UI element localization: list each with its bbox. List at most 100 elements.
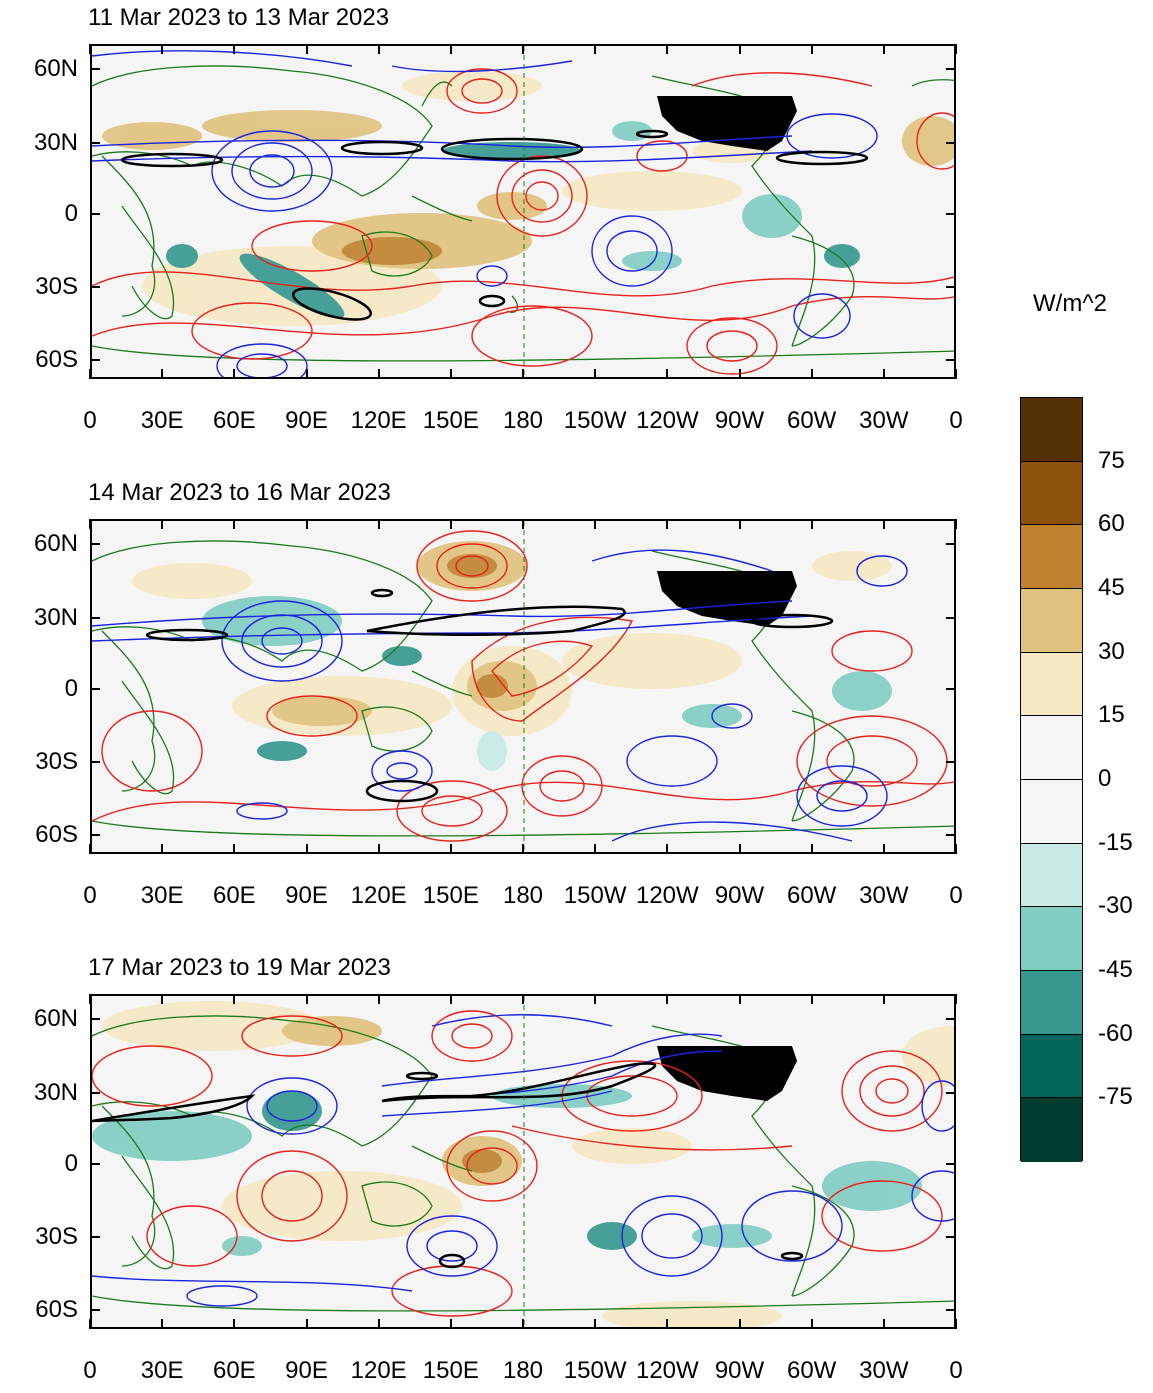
lon-tick [522, 994, 524, 1004]
lon-tick [666, 844, 669, 854]
us-landmass [657, 1046, 797, 1101]
lon-tick [233, 1319, 236, 1329]
lon-tick [810, 369, 813, 379]
colorbar-swatch [1021, 779, 1082, 844]
colorbar-swatch [1021, 1098, 1082, 1162]
lat-tick [946, 1236, 956, 1238]
lon-label-3-10: 60W [786, 1357, 837, 1384]
lon-label-2-3: 90E [285, 882, 328, 909]
lon-tick [89, 844, 91, 854]
lat-label-1-3: 30S [35, 273, 78, 300]
lon-tick [161, 44, 164, 54]
lon-tick [882, 44, 885, 54]
lon-tick [882, 1319, 885, 1329]
lat-tick [946, 617, 956, 619]
lon-tick [955, 844, 957, 854]
lat-tick [946, 761, 956, 763]
colorbar-label: -15 [1098, 828, 1133, 856]
positive-contours [92, 530, 954, 842]
lon-tick [161, 844, 164, 854]
lat-tick [90, 142, 100, 144]
lon-tick [594, 519, 597, 529]
lon-label-2-9: 90W [714, 882, 765, 909]
lat-label-2-3: 30S [35, 748, 78, 775]
lat-tick [946, 359, 956, 361]
lon-tick [161, 369, 164, 379]
map-panel-2 [90, 519, 956, 854]
lon-tick [955, 1319, 957, 1329]
lon-tick [810, 519, 813, 529]
lon-tick [738, 1319, 741, 1329]
lon-tick [305, 994, 308, 1004]
lon-label-1-4: 120E [350, 407, 407, 434]
lat-tick [946, 834, 956, 836]
colorbar-label: -60 [1098, 1019, 1133, 1047]
lon-tick [666, 1319, 669, 1329]
lat-tick [90, 1163, 100, 1165]
lat-tick [946, 1018, 956, 1020]
lon-label-1-1: 30E [140, 407, 184, 434]
lat-label-3-2: 0 [64, 1150, 78, 1177]
colorbar-label: 0 [1098, 765, 1112, 792]
lon-tick [955, 369, 957, 379]
lat-tick [946, 1092, 956, 1094]
lon-tick [305, 844, 308, 854]
lon-label-3-11: 30W [859, 1357, 909, 1384]
lat-tick [946, 688, 956, 690]
colorbar-label: -30 [1098, 892, 1133, 920]
lon-label-2-12: 0 [949, 882, 963, 909]
lon-tick [161, 1319, 164, 1329]
us-landmass [657, 571, 797, 626]
lon-label-3-0: 0 [83, 1357, 97, 1384]
lon-tick [449, 844, 452, 854]
lat-label-3-4: 60S [35, 1296, 78, 1323]
lat-tick [90, 1236, 100, 1238]
lat-tick [90, 1018, 100, 1020]
jet-contours [120, 129, 869, 321]
panel-3-title: 17 Mar 2023 to 19 Mar 2023 [88, 954, 391, 981]
lon-label-3-2: 60E [212, 1357, 256, 1384]
lat-label-1-2: 0 [64, 200, 78, 227]
colorbar [1020, 397, 1083, 1162]
lon-tick [738, 369, 741, 379]
lon-tick [738, 844, 741, 854]
lon-tick [233, 994, 236, 1004]
lat-label-2-4: 60S [35, 821, 78, 848]
lon-label-3-7: 150W [563, 1357, 627, 1384]
lon-tick [594, 994, 597, 1004]
lon-tick [305, 519, 308, 529]
lat-label-1-4: 60S [35, 346, 78, 373]
lon-label-1-7: 150W [563, 407, 627, 434]
lon-tick [810, 44, 813, 54]
colorbar-swatch [1021, 652, 1082, 717]
lon-tick [522, 844, 524, 854]
colorbar-label: 45 [1098, 574, 1125, 601]
lon-tick [882, 519, 885, 529]
lon-tick [89, 44, 91, 54]
lat-tick [946, 68, 956, 70]
map-panel-3 [90, 994, 956, 1329]
lon-tick [233, 519, 236, 529]
lon-tick [522, 44, 524, 54]
lon-tick [377, 994, 380, 1004]
lon-tick [305, 1319, 308, 1329]
colorbar-swatch [1021, 588, 1082, 653]
lon-tick [233, 44, 236, 54]
lat-tick [90, 213, 100, 215]
lon-tick [955, 519, 957, 529]
lat-label-2-0: 60N [33, 530, 78, 557]
lon-tick [377, 1319, 380, 1329]
lon-label-1-2: 60E [212, 407, 256, 434]
lon-tick [955, 994, 957, 1004]
lon-tick [666, 994, 669, 1004]
lon-label-1-6: 180 [502, 407, 544, 434]
lon-label-3-5: 150E [422, 1357, 479, 1384]
lon-tick [810, 1319, 813, 1329]
lon-tick [594, 369, 597, 379]
lon-label-3-4: 120E [350, 1357, 407, 1384]
lon-tick [233, 369, 236, 379]
colorbar-swatch [1021, 398, 1082, 462]
colorbar-label: 60 [1098, 510, 1125, 538]
lat-tick [90, 761, 100, 763]
lon-tick [882, 844, 885, 854]
